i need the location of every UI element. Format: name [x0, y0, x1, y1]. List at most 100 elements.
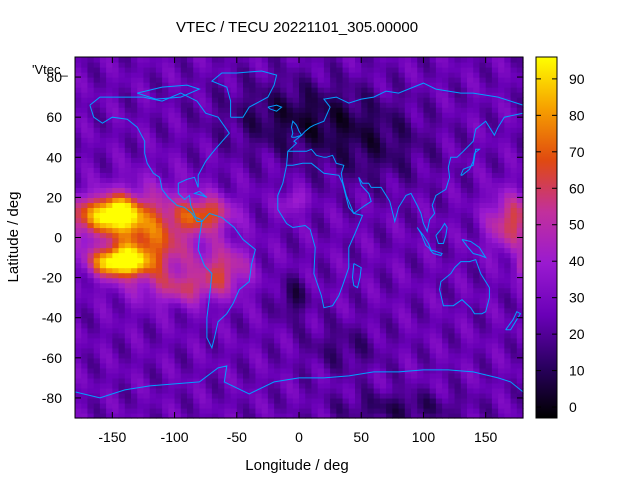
heatmap-cell — [118, 82, 126, 88]
heatmap-cell — [224, 282, 232, 289]
heatmap-cell — [398, 172, 406, 178]
heatmap-cell — [510, 382, 518, 389]
heatmap-cell — [112, 127, 120, 133]
heatmap-cell — [342, 287, 350, 294]
heatmap-cell — [174, 377, 182, 384]
heatmap-cell — [386, 357, 393, 364]
heatmap-cell — [280, 382, 288, 389]
heatmap-cell — [99, 167, 107, 173]
heatmap-cell — [473, 187, 481, 193]
heatmap-cell — [305, 132, 313, 138]
heatmap-cell — [261, 282, 269, 289]
heatmap-cell — [398, 127, 406, 133]
heatmap-cell — [211, 352, 219, 359]
heatmap-cell — [249, 277, 257, 284]
heatmap-cell — [510, 237, 518, 244]
heatmap-cell — [386, 142, 393, 148]
heatmap-cell — [299, 212, 306, 219]
heatmap-cell — [423, 327, 431, 334]
heatmap-cell — [330, 387, 337, 394]
heatmap-cell — [323, 322, 331, 329]
heatmap-cell — [485, 82, 493, 88]
heatmap-cell — [292, 207, 300, 214]
heatmap-cell — [187, 292, 194, 299]
heatmap-cell — [386, 367, 393, 374]
heatmap-cell — [174, 242, 182, 249]
heatmap-cell — [236, 222, 244, 229]
heatmap-cell — [423, 177, 431, 183]
heatmap-cell — [479, 412, 487, 419]
heatmap-cell — [479, 227, 487, 234]
heatmap-cell — [143, 177, 151, 183]
heatmap-cell — [112, 317, 120, 324]
heatmap-cell — [193, 282, 201, 289]
heatmap-cell — [149, 207, 157, 214]
heatmap-cell — [423, 397, 431, 404]
heatmap-cell — [180, 142, 188, 148]
heatmap-cell — [143, 262, 151, 269]
heatmap-cell — [162, 212, 169, 219]
heatmap-cell — [292, 212, 300, 219]
heatmap-cell — [255, 72, 263, 78]
heatmap-cell — [199, 92, 207, 98]
heatmap-cell — [286, 192, 294, 198]
heatmap-cell — [155, 382, 163, 389]
heatmap-cell — [467, 407, 474, 414]
heatmap-cell — [485, 247, 493, 254]
heatmap-cell — [373, 202, 381, 209]
heatmap-cell — [355, 412, 362, 419]
heatmap-cell — [112, 82, 120, 88]
heatmap-cell — [417, 317, 425, 324]
heatmap-cell — [423, 162, 431, 168]
heatmap-cell — [205, 347, 213, 354]
heatmap-cell — [124, 387, 132, 394]
heatmap-cell — [261, 112, 269, 118]
heatmap-cell — [342, 167, 350, 173]
heatmap-cell — [435, 262, 443, 269]
heatmap-cell — [373, 257, 381, 264]
heatmap-cell — [137, 137, 145, 143]
heatmap-cell — [168, 77, 176, 83]
heatmap-cell — [230, 117, 238, 123]
heatmap-cell — [361, 407, 369, 414]
heatmap-cell — [280, 267, 288, 274]
heatmap-cell — [87, 317, 95, 324]
heatmap-cell — [342, 292, 350, 299]
heatmap-cell — [149, 407, 157, 414]
heatmap-cell — [162, 307, 169, 314]
heatmap-cell — [255, 302, 263, 309]
heatmap-cell — [305, 182, 313, 188]
heatmap-cell — [180, 107, 188, 113]
heatmap-cell — [87, 282, 95, 289]
heatmap-cell — [174, 307, 182, 314]
heatmap-cell — [292, 87, 300, 93]
heatmap-cell — [224, 362, 232, 369]
heatmap-cell — [404, 297, 412, 304]
heatmap-cell — [174, 327, 182, 334]
heatmap-cell — [404, 277, 412, 284]
heatmap-cell — [267, 92, 275, 98]
heatmap-cell — [460, 107, 468, 113]
heatmap-cell — [404, 72, 412, 78]
heatmap-cell — [112, 407, 120, 414]
heatmap-cell — [118, 92, 126, 98]
heatmap-cell — [124, 292, 132, 299]
heatmap-cell — [386, 327, 393, 334]
heatmap-cell — [261, 397, 269, 404]
heatmap-cell — [218, 267, 225, 274]
heatmap-cell — [218, 232, 225, 239]
heatmap-cell — [305, 167, 313, 173]
heatmap-cell — [155, 327, 163, 334]
heatmap-cell — [236, 357, 244, 364]
heatmap-cell — [361, 192, 369, 198]
heatmap-cell — [417, 257, 425, 264]
heatmap-cell — [367, 287, 375, 294]
heatmap-cell — [106, 117, 113, 123]
heatmap-cell — [174, 157, 182, 163]
heatmap-cell — [479, 362, 487, 369]
heatmap-cell — [491, 262, 499, 269]
heatmap-cell — [81, 82, 89, 88]
heatmap-cell — [187, 127, 194, 133]
heatmap-cell — [386, 347, 393, 354]
heatmap-cell — [106, 82, 113, 88]
